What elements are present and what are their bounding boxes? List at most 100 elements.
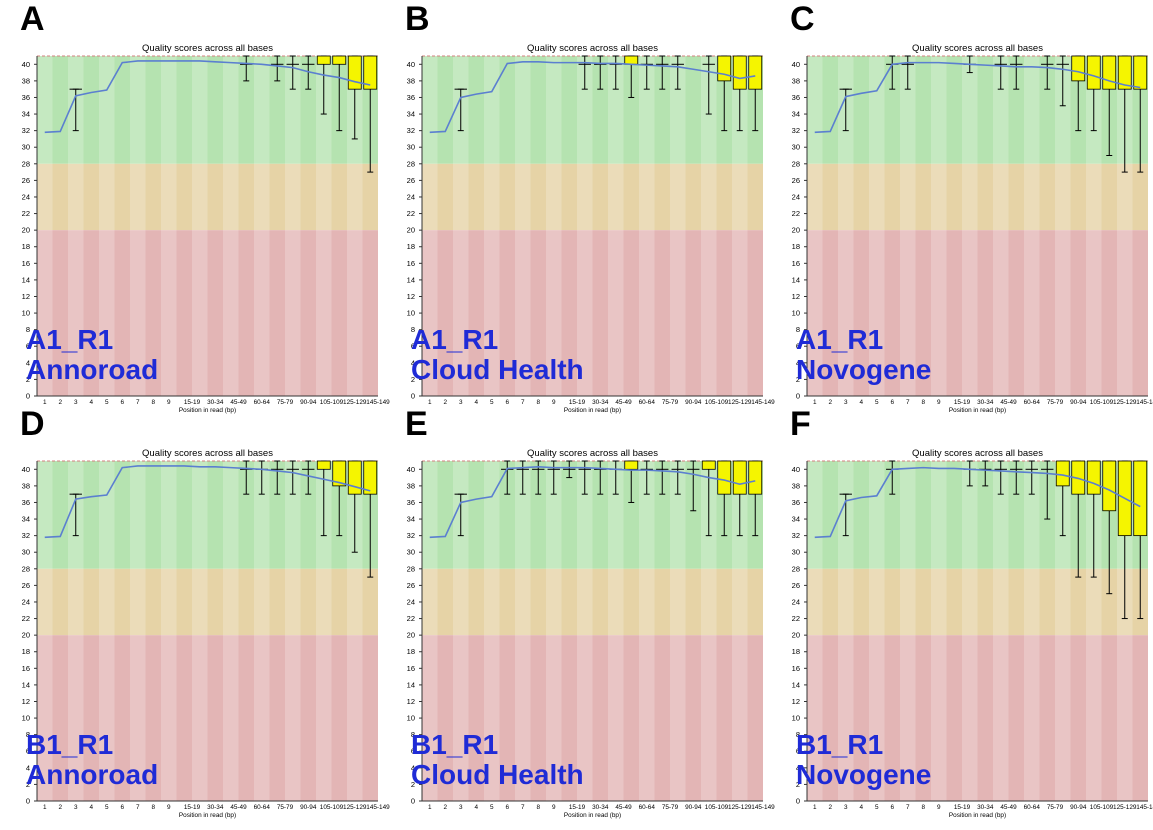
x-tick-label: 4 [859,804,863,811]
x-tick-label: 90-94 [685,804,702,811]
y-tick-label: 16 [407,259,415,268]
column-stripe [453,461,469,801]
y-tick-label: 20 [792,226,800,235]
column-stripe [1024,461,1040,801]
column-stripe [515,461,531,801]
x-tick-label: 105-109 [320,804,344,811]
y-tick-label: 24 [22,597,30,606]
x-tick-label: 5 [490,399,494,406]
y-tick-label: 12 [407,292,415,301]
x-tick-label: 7 [136,399,140,406]
x-tick-label: 9 [937,804,941,811]
quartile-box [332,460,347,487]
x-tick-label: 7 [521,399,525,406]
x-tick-label: 60-64 [639,399,656,406]
y-tick-label: 2 [26,780,30,789]
mean-line [429,61,756,134]
x-tick-label: 15-19 [569,399,586,406]
y-tick-label: 6 [26,747,30,756]
x-tick-label: 5 [105,399,109,406]
column-stripe [453,56,469,396]
panel-letter: E [405,405,428,443]
y-tick-label: 40 [407,465,415,474]
y-tick-label: 28 [792,159,800,168]
y-tick-label: 16 [22,664,30,673]
y-tick-label: 6 [411,342,415,351]
y-tick-label: 40 [792,465,800,474]
quartile-box [732,460,747,495]
x-tick-label: 60-64 [1024,399,1041,406]
x-tick-label: 1 [428,804,432,811]
y-tick-label: 30 [407,143,415,152]
quartile-box [701,460,716,470]
column-stripe [37,56,53,396]
column-stripe [192,461,208,801]
x-axis-label: Position in read (bp) [179,407,236,414]
y-tick-label: 30 [22,548,30,557]
sample-label: B1_R1 Annoroad [26,730,158,790]
column-stripe [670,461,686,801]
column-stripe [285,461,301,801]
x-tick-label: 4 [859,399,863,406]
column-stripe [422,461,438,801]
column-stripe [99,56,115,396]
zone-reasonable [422,163,763,231]
y-tick-label: 18 [792,647,800,656]
quartile-box [347,460,362,495]
quartile-box [363,460,378,495]
column-stripe [161,56,177,396]
y-tick-label: 16 [792,664,800,673]
y-tick-label: 22 [792,209,800,218]
y-tick-label: 20 [792,631,800,640]
column-stripe [515,56,531,396]
column-stripe [192,56,208,396]
x-tick-label: 2 [828,804,832,811]
column-stripe [993,56,1009,396]
zone-poor [422,635,763,801]
y-tick-label: 24 [407,192,415,201]
provider-name: Annoroad [26,759,159,790]
x-axis-label: Position in read (bp) [564,812,621,819]
y-tick-label: 24 [407,597,415,606]
y-tick-label: 40 [407,60,415,69]
x-tick-label: 9 [167,804,171,811]
y-tick-label: 22 [407,209,415,218]
column-stripe [316,56,332,396]
y-tick-label: 8 [411,730,415,739]
provider-name: Cloud Health [411,759,584,790]
y-tick-label: 26 [22,581,30,590]
column-stripe [1024,56,1040,396]
x-tick-label: 60-64 [639,804,656,811]
y-tick-label: 24 [792,192,800,201]
zone-good [422,56,763,164]
x-tick-label: 30-34 [977,804,994,811]
y-tick-label: 14 [22,680,30,689]
quartile-box [1055,460,1070,487]
panel-c: Quality scores across all bases 0 2 4 6 8 10 12… [770,0,1153,415]
x-tick-label: 75-79 [662,399,679,406]
y-tick-label: 18 [407,242,415,251]
quartile-box [717,55,732,82]
x-tick-label: 45-49 [615,399,632,406]
x-tick-label: 7 [906,399,910,406]
quartile-box [363,55,378,90]
x-tick-label: 145-149 [1136,399,1153,406]
column-stripe [931,56,947,396]
x-tick-label: 6 [120,804,124,811]
column-stripe [254,461,270,801]
panel-a: Quality scores across all bases 0 2 4 6 8 10 12… [0,0,390,415]
x-tick-label: 15-19 [954,399,971,406]
x-tick-label: 105-109 [1090,804,1114,811]
panel-letter: D [20,405,45,443]
quartile-box [1117,55,1132,90]
column-stripe [347,56,363,396]
y-tick-label: 0 [796,797,800,806]
column-stripe [701,461,717,801]
y-tick-label: 26 [407,176,415,185]
y-tick-label: 34 [407,110,415,119]
y-tick-label: 2 [411,780,415,789]
y-tick-label: 34 [22,110,30,119]
quartile-box [1133,460,1148,537]
zone-good [422,461,763,569]
y-tick-label: 32 [407,531,415,540]
